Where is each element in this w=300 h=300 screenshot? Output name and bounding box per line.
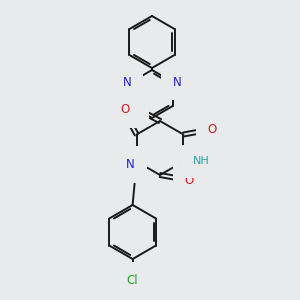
Text: N: N bbox=[172, 76, 181, 88]
Text: O: O bbox=[120, 103, 129, 116]
Text: Cl: Cl bbox=[127, 274, 138, 286]
Text: O: O bbox=[184, 173, 194, 187]
Text: NH: NH bbox=[192, 157, 209, 166]
Text: N: N bbox=[126, 158, 135, 171]
Text: H: H bbox=[129, 105, 137, 115]
Text: N: N bbox=[123, 76, 132, 88]
Text: O: O bbox=[208, 123, 217, 136]
